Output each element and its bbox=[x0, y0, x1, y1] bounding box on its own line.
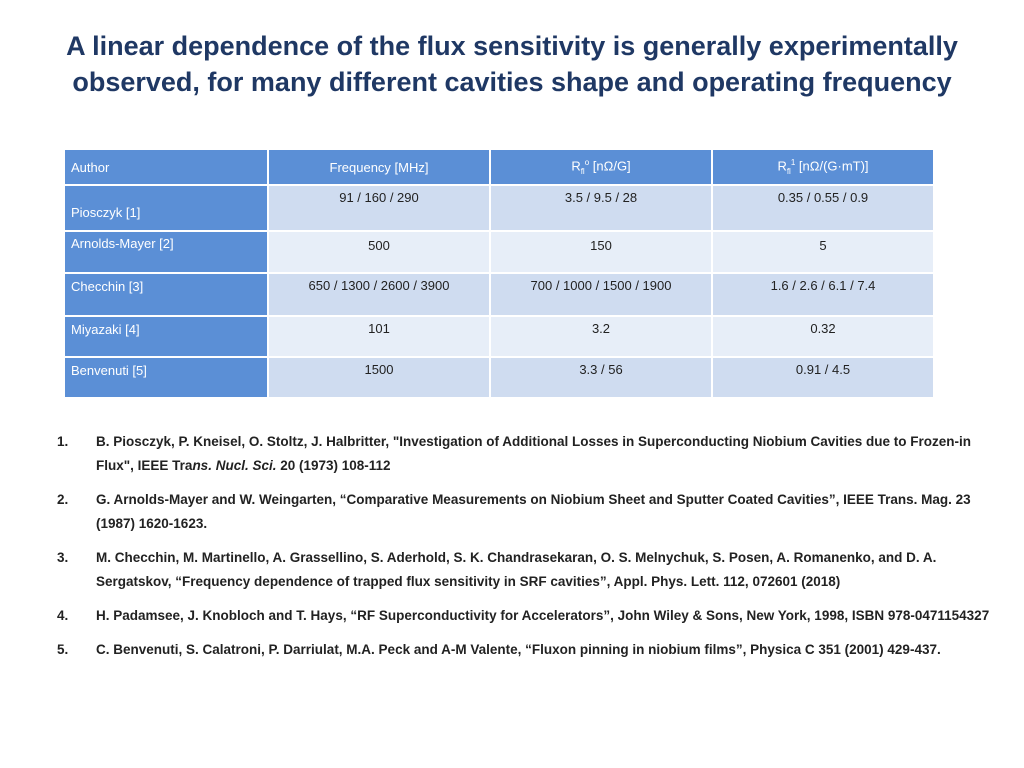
reference-number: 3. bbox=[57, 550, 69, 565]
reference-text: C. Benvenuti, S. Calatroni, P. Darriulat… bbox=[96, 642, 941, 657]
header-rfl0-unit: [nΩ/G] bbox=[589, 158, 631, 174]
reference-text-tail: 20 (1973) 108-112 bbox=[276, 458, 391, 473]
cell-rfl1: 0.91 / 4.5 bbox=[711, 356, 935, 399]
slide-title: A linear dependence of the flux sensitiv… bbox=[66, 31, 958, 97]
cell-rfl1: 1.6 / 2.6 / 6.1 / 7.4 bbox=[711, 272, 935, 317]
cell-author: Checchin [3] bbox=[63, 272, 269, 317]
cell-rfl1: 0.32 bbox=[711, 315, 935, 358]
cell-rfl1: 0.35 / 0.55 / 0.9 bbox=[711, 184, 935, 232]
header-frequency: Frequency [MHz] bbox=[267, 148, 491, 186]
table-row: Miyazaki [4] 101 3.2 0.32 bbox=[63, 315, 935, 358]
references-list: 1. B. Piosczyk, P. Kneisel, O. Stoltz, J… bbox=[57, 430, 1007, 672]
cell-frequency: 101 bbox=[267, 315, 491, 358]
cell-frequency: 500 bbox=[267, 230, 491, 274]
cell-frequency: 1500 bbox=[267, 356, 491, 399]
reference-item: 5. C. Benvenuti, S. Calatroni, P. Darriu… bbox=[57, 638, 1007, 662]
cell-rfl0: 3.5 / 9.5 / 28 bbox=[489, 184, 713, 232]
reference-text: H. Padamsee, J. Knobloch and T. Hays, “R… bbox=[96, 608, 990, 623]
header-rfl0-sup: o bbox=[584, 158, 590, 168]
reference-text: G. Arnolds-Mayer and W. Weingarten, “Com… bbox=[96, 492, 971, 531]
cell-frequency: 650 / 1300 / 2600 / 3900 bbox=[267, 272, 491, 317]
table-row: Arnolds-Mayer [2] 500 150 5 bbox=[63, 230, 935, 274]
reference-number: 1. bbox=[57, 434, 69, 449]
cell-author: Arnolds-Mayer [2] bbox=[63, 230, 269, 274]
table-header-row: Author Frequency [MHz] Rflo [nΩ/G] Rfl1 … bbox=[63, 148, 935, 186]
header-rfl1-prefix: R bbox=[777, 158, 787, 174]
reference-text-main: B. Piosczyk, P. Kneisel, O. Stoltz, J. H… bbox=[96, 434, 972, 473]
header-rfl1-sub: fl bbox=[786, 166, 791, 176]
cell-rfl0: 3.3 / 56 bbox=[489, 356, 713, 399]
header-rfl0-sub: fl bbox=[580, 166, 585, 176]
table-row: Benvenuti [5] 1500 3.3 / 56 0.91 / 4.5 bbox=[63, 356, 935, 399]
reference-number: 5. bbox=[57, 642, 69, 657]
cell-author: Piosczyk [1] bbox=[63, 184, 269, 232]
cell-rfl1: 5 bbox=[711, 230, 935, 274]
table-row: Checchin [3] 650 / 1300 / 2600 / 3900 70… bbox=[63, 272, 935, 317]
reference-item: 2. G. Arnolds-Mayer and W. Weingarten, “… bbox=[57, 488, 1007, 536]
cell-rfl0: 700 / 1000 / 1500 / 1900 bbox=[489, 272, 713, 317]
reference-item: 4. H. Padamsee, J. Knobloch and T. Hays,… bbox=[57, 604, 1007, 628]
cell-rfl0: 150 bbox=[489, 230, 713, 274]
header-rfl1-unit: [nΩ/(G·mT)] bbox=[795, 158, 869, 174]
reference-number: 4. bbox=[57, 608, 69, 623]
reference-item: 1. B. Piosczyk, P. Kneisel, O. Stoltz, J… bbox=[57, 430, 1007, 478]
cell-rfl0: 3.2 bbox=[489, 315, 713, 358]
header-rfl1-sup: 1 bbox=[790, 158, 796, 168]
reference-item: 3. M. Checchin, M. Martinello, A. Grasse… bbox=[57, 546, 1007, 594]
reference-text: M. Checchin, M. Martinello, A. Grasselli… bbox=[96, 550, 937, 589]
flux-sensitivity-table: Author Frequency [MHz] Rflo [nΩ/G] Rfl1 … bbox=[63, 148, 935, 399]
header-rfl0-prefix: R bbox=[571, 158, 581, 174]
reference-text-italic: ns. Nucl. Sci. bbox=[192, 458, 277, 473]
reference-number: 2. bbox=[57, 492, 69, 507]
cell-author: Benvenuti [5] bbox=[63, 356, 269, 399]
cell-frequency: 91 / 160 / 290 bbox=[267, 184, 491, 232]
header-rfl1: Rfl1 [nΩ/(G·mT)] bbox=[711, 148, 935, 186]
cell-author: Miyazaki [4] bbox=[63, 315, 269, 358]
header-author: Author bbox=[63, 148, 269, 186]
header-rfl0: Rflo [nΩ/G] bbox=[489, 148, 713, 186]
table-row: Piosczyk [1] 91 / 160 / 290 3.5 / 9.5 / … bbox=[63, 184, 935, 232]
reference-text: B. Piosczyk, P. Kneisel, O. Stoltz, J. H… bbox=[96, 430, 1007, 478]
